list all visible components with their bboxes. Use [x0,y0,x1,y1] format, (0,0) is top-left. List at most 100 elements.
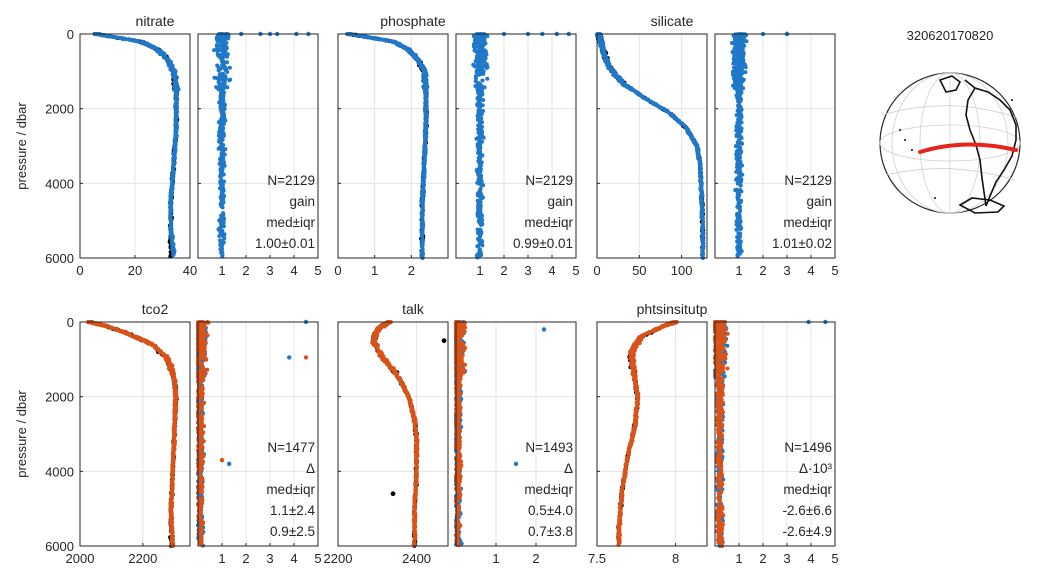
profile-point [422,75,427,80]
profile-point [420,231,425,236]
ratio-point [220,45,225,50]
stats-annotation: med±iqr [266,215,315,230]
profile-point [169,506,174,511]
profile-point [98,32,103,37]
profile-point [168,216,173,221]
ratio-point [736,240,741,245]
x-tick-label: 1 [735,263,742,278]
profile-point [421,208,426,213]
profile-point [172,81,177,86]
ratio-point [740,49,745,53]
profile-point [369,35,373,40]
panel-title: nitrate [136,13,175,29]
profile-point [424,98,428,102]
ratio-point [222,163,227,168]
ratio-point [477,70,482,75]
x-tick-label: 0 [76,263,83,278]
ratio-point [480,153,485,158]
profile-point [139,40,144,45]
profile-point [419,192,424,197]
x-tick-label: 100 [671,263,693,278]
x-tick-label: 40 [183,263,197,278]
profile-point [169,498,174,503]
profile-point [698,171,702,176]
ratio-point [476,52,481,57]
profile-point [421,176,426,181]
profile-point [172,163,176,167]
profile-point [98,322,103,327]
x-tick-label: 0 [593,263,600,278]
ratio-point [479,193,484,198]
ratio-point [477,213,482,217]
ratio-point [737,200,742,205]
profile-point [699,175,704,180]
ratio-point [480,129,484,134]
ratio-point [736,236,741,241]
profile-point [172,444,177,449]
x-tick-label: 1 [371,263,378,278]
profile-point [169,208,174,213]
profile-point [169,494,174,498]
ratio-point [733,52,738,57]
profile-point [613,72,618,77]
ratio-point [477,247,482,252]
stats-annotation: N=2129 [267,173,315,188]
ratio-point [485,76,490,81]
profile-point [700,213,705,218]
profile-point [687,131,692,136]
ratio-point [226,36,231,41]
ratio-point [478,227,483,232]
profile-point [118,36,123,40]
profile-point [150,342,155,347]
profile-point [424,110,429,115]
profile-point [421,78,426,83]
ratio-point [485,34,490,39]
ratio-point [737,93,742,98]
ratio-point [473,79,478,84]
profile-point [168,363,173,368]
ratio-point [223,41,228,46]
panel-title: phosphate [380,13,446,29]
profile-point [142,338,147,343]
profile-point [423,141,428,146]
ratio-point [202,400,207,405]
ratio-point [734,169,739,174]
y-axis-label: pressure / dbar [14,390,29,478]
ratio-point [220,49,225,54]
profile-point [168,204,173,209]
profile-point [423,101,428,106]
ratio-point [743,70,748,75]
ratio-point [735,162,740,167]
ratio-point [215,43,220,48]
profile-point [420,216,424,220]
profile-point [130,38,134,43]
profile-point [379,37,384,42]
profile-point [419,250,424,255]
ratio-point [221,126,226,131]
profile-point [170,478,175,483]
y-tick-label: 0 [67,315,74,330]
ratio-point [480,56,485,61]
profile-point [699,252,704,257]
ratio-point [219,120,224,125]
ratio-point [737,193,742,198]
ratio-point [476,177,481,182]
x-tick-label: 0 [334,263,341,278]
ratio-point [482,85,487,90]
ratio-point [221,211,226,216]
ratio-point [222,81,227,86]
profile-point [633,89,638,94]
stats-annotation: med±iqr [524,215,573,230]
ratio-point [734,153,739,158]
ratio-point [475,144,480,149]
profile-point [699,182,704,187]
x-tick-label: 2 [408,263,415,278]
profile-point [700,226,705,231]
ratio-point [216,87,221,92]
ratio-point [737,108,742,113]
ratio-point [219,41,224,46]
x-tick-label: 2 [759,263,766,278]
profile-point [132,335,137,340]
